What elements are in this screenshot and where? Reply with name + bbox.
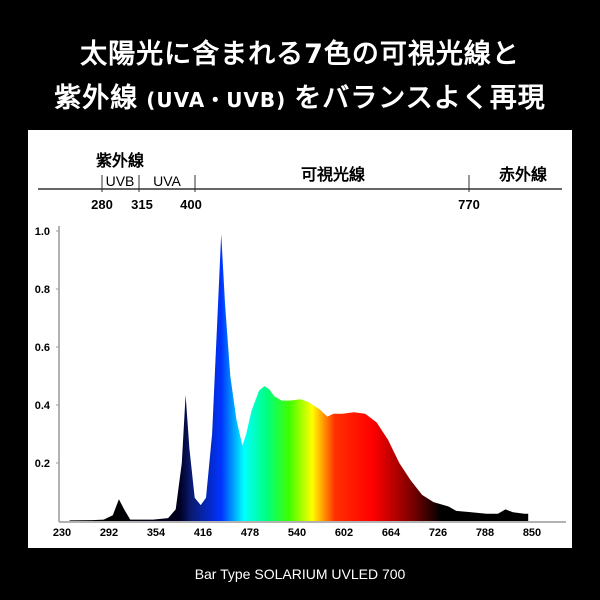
spectrum-chart: 紫外線 UVB UVA 可視光線 赤外線 280 315 400 770 230… [35, 151, 566, 539]
y-tick-label: 0.2 [35, 458, 50, 470]
headline-rest: をバランスよく再現 [294, 83, 546, 114]
label-uvb: UVB [106, 173, 135, 189]
x-tick-label: 664 [382, 527, 401, 539]
x-tick-label: 416 [194, 527, 212, 539]
x-tick-label: 602 [335, 527, 353, 539]
headline-uv: 紫外線 [54, 83, 139, 114]
x-tick-label: 292 [100, 527, 118, 539]
label-ir: 赤外線 [499, 165, 547, 184]
y-tick-label: 0.8 [35, 284, 50, 296]
y-tick-label: 1.0 [35, 226, 50, 238]
headline-line-1: 太陽光に含まれる7色の可視光線と [80, 39, 520, 70]
headline-uva-uvb: (UVA・UVB) [138, 88, 295, 112]
x-tick-label: 230 [53, 527, 71, 539]
x-tick-label: 788 [476, 527, 494, 539]
product-caption: Bar Type SOLARIUM UVLED 700 [194, 566, 406, 582]
x-tick-label: 726 [429, 527, 447, 539]
mark-280: 280 [91, 197, 113, 212]
x-tick-label: 540 [288, 527, 306, 539]
spectrum-area [69, 233, 529, 521]
label-uva: UVA [153, 173, 181, 189]
x-tick-label: 478 [241, 527, 259, 539]
label-uv: 紫外線 [96, 151, 144, 170]
y-tick-label: 0.6 [35, 342, 50, 354]
y-tick-label: 0.4 [35, 400, 51, 412]
spectrum-panel: 紫外線 UVB UVA 可視光線 赤外線 280 315 400 770 230… [28, 130, 572, 548]
mark-770: 770 [458, 197, 480, 212]
x-tick-label: 354 [147, 527, 166, 539]
x-tick-label: 850 [523, 527, 541, 539]
label-visible: 可視光線 [301, 165, 365, 184]
mark-315: 315 [131, 197, 153, 212]
mark-400: 400 [180, 197, 202, 212]
headline-line-2: 紫外線 (UVA・UVB) をバランスよく再現 [0, 76, 600, 115]
